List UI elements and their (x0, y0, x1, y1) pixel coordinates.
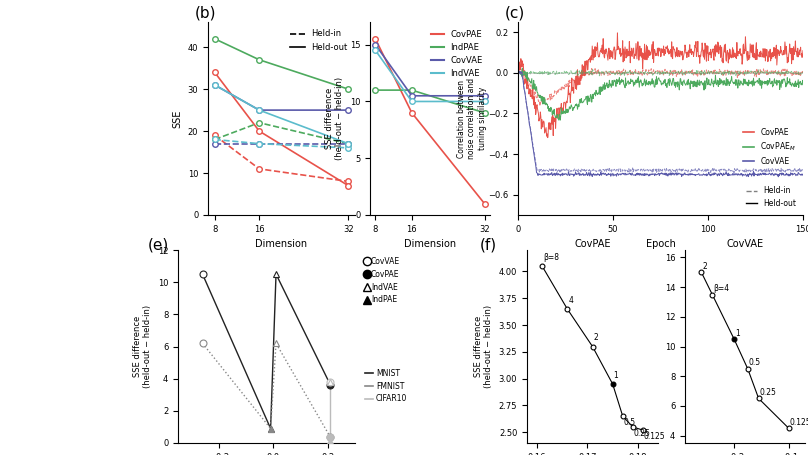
Text: 0.5: 0.5 (624, 418, 636, 427)
X-axis label: Epoch: Epoch (646, 239, 675, 249)
Legend: MNIST, FMNIST, CIFAR10: MNIST, FMNIST, CIFAR10 (362, 366, 410, 406)
Legend: CovPAE, IndPAE, CovVAE, IndVAE: CovPAE, IndPAE, CovVAE, IndVAE (427, 26, 486, 81)
Title: CovVAE: CovVAE (726, 239, 764, 249)
Y-axis label: SSE difference
(held-out − held-in): SSE difference (held-out − held-in) (325, 77, 344, 160)
X-axis label: Dimension: Dimension (404, 239, 456, 249)
Y-axis label: SSE difference
(held-out − held-in): SSE difference (held-out − held-in) (133, 305, 152, 388)
Text: (b): (b) (195, 5, 217, 20)
Y-axis label: Correlation between
noise correlation and
tuning similarity: Correlation between noise correlation an… (457, 78, 486, 159)
Text: 0.125: 0.125 (644, 432, 666, 441)
Text: 1: 1 (613, 371, 618, 380)
Text: 4: 4 (568, 296, 573, 305)
Title: CovPAE: CovPAE (574, 239, 611, 249)
Legend: Held-in, Held-out: Held-in, Held-out (286, 26, 351, 55)
Y-axis label: SSE: SSE (172, 109, 182, 128)
Text: β=4: β=4 (713, 284, 730, 293)
Text: (c): (c) (505, 5, 525, 20)
Text: 1: 1 (735, 329, 740, 338)
Text: 2: 2 (702, 262, 707, 271)
Text: 2: 2 (594, 333, 598, 342)
X-axis label: Dimension: Dimension (255, 239, 308, 249)
Legend: Held-in, Held-out: Held-in, Held-out (743, 183, 799, 211)
Text: β=8: β=8 (543, 253, 559, 262)
Y-axis label: SSE difference
(held-out − held-in): SSE difference (held-out − held-in) (473, 305, 493, 388)
Text: 0.25: 0.25 (633, 429, 650, 438)
Text: (f): (f) (480, 237, 497, 252)
Text: 0.25: 0.25 (760, 388, 776, 397)
Text: 0.5: 0.5 (749, 358, 761, 367)
Text: 0.125: 0.125 (789, 418, 808, 427)
Text: (e): (e) (148, 237, 169, 252)
